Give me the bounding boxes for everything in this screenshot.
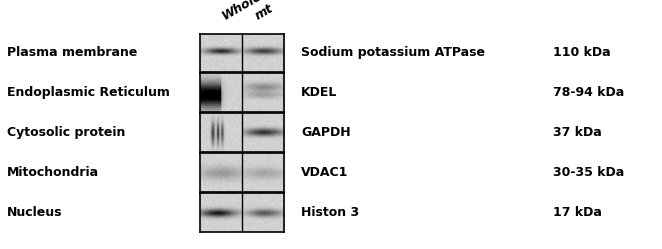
Text: Cytosolic protein: Cytosolic protein: [7, 126, 125, 139]
Text: 110 kDa: 110 kDa: [553, 46, 610, 60]
Text: 78-94 kDa: 78-94 kDa: [553, 86, 624, 99]
Text: VDAC1: VDAC1: [301, 166, 349, 179]
Text: Mitochondria: Mitochondria: [7, 166, 99, 179]
Text: Sodium potassium ATPase: Sodium potassium ATPase: [301, 46, 485, 60]
Text: mt: mt: [253, 2, 276, 22]
Text: Endoplasmic Reticulum: Endoplasmic Reticulum: [7, 86, 169, 99]
Text: 37 kDa: 37 kDa: [553, 126, 602, 139]
Text: KDEL: KDEL: [301, 86, 338, 99]
Text: 30-35 kDa: 30-35 kDa: [553, 166, 624, 179]
Text: 17 kDa: 17 kDa: [553, 206, 602, 219]
Text: Whole: Whole: [220, 0, 264, 22]
Text: Plasma membrane: Plasma membrane: [7, 46, 137, 60]
Text: Histon 3: Histon 3: [301, 206, 359, 219]
Text: Nucleus: Nucleus: [7, 206, 62, 219]
Text: GAPDH: GAPDH: [301, 126, 351, 139]
